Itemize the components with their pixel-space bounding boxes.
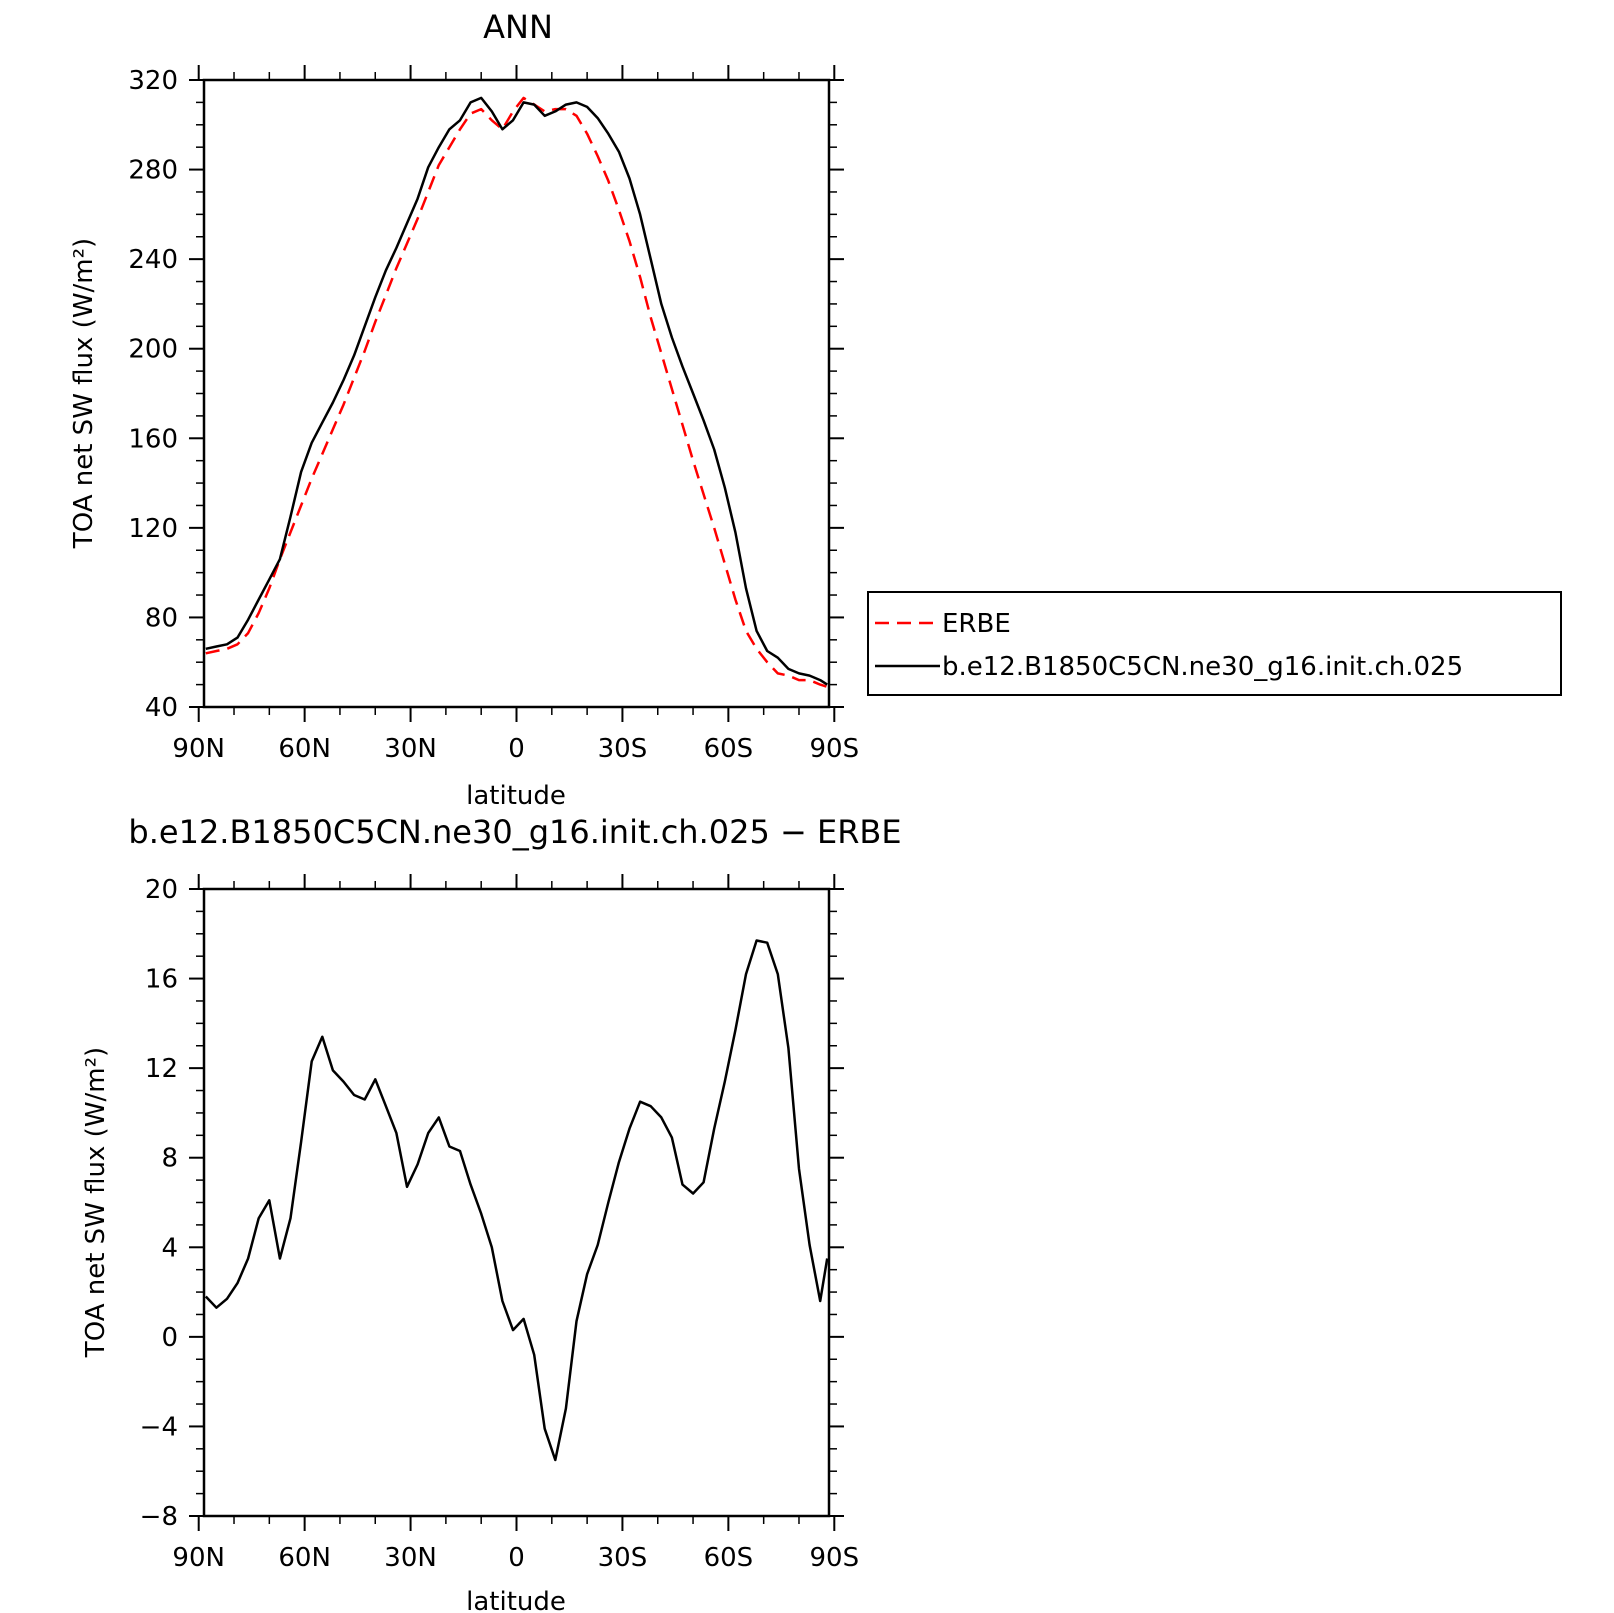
chart-bottom-plot-frame [202, 887, 831, 1518]
bottom-y-tick-labels: −8 −4 0 4 8 12 16 20 [140, 875, 178, 1532]
y-tick-label: 40 [145, 693, 178, 723]
x-tick-label: 60N [278, 734, 331, 764]
y-tick-label: 80 [145, 603, 178, 633]
bottom-series-group [204, 939, 829, 1462]
x-tick-label: 30S [598, 734, 648, 764]
y-tick-label: 240 [128, 245, 178, 275]
y-tick-label: 160 [128, 424, 178, 454]
top-x-tick-labels: 90N 60N 30N 0 30S 60S 90S [172, 734, 859, 764]
bottom-tick-marks [189, 874, 844, 1531]
y-tick-label: −4 [140, 1412, 178, 1442]
x-tick-label: 90N [172, 1543, 225, 1573]
chart-bottom: b.e12.B1850C5CN.ne30_g16.init.ch.025 − E… [81, 813, 902, 1613]
chart-bottom-x-axis-label: latitude [466, 1587, 566, 1613]
bottom-x-tick-labels: 90N 60N 30N 0 30S 60S 90S [172, 1543, 859, 1573]
x-tick-label: 0 [508, 734, 525, 764]
y-tick-label: 0 [161, 1323, 178, 1353]
x-tick-label: 60S [704, 734, 754, 764]
chart-top: ANN 90N 60N 30N 0 30S 60S 90S 40 80 120 160 200 240… [69, 8, 1562, 811]
chart-top-x-axis-label: latitude [466, 781, 566, 811]
top-tick-marks [189, 65, 844, 722]
top-y-tick-labels: 40 80 120 160 200 240 280 320 [128, 66, 178, 723]
series-line-top-0 [205, 96, 828, 688]
x-tick-label: 30S [598, 1543, 648, 1573]
x-tick-label: 30N [384, 1543, 437, 1573]
x-tick-label: 0 [508, 1543, 525, 1573]
chart-top-y-axis-label: TOA net SW flux (W/m²) [69, 238, 99, 549]
chart-bottom-y-axis-label: TOA net SW flux (W/m²) [81, 1047, 111, 1358]
top-series-group [205, 96, 828, 688]
x-tick-label: 30N [384, 734, 437, 764]
chart-top-title: ANN [483, 8, 553, 46]
y-tick-label: 4 [161, 1233, 178, 1263]
y-tick-label: 16 [145, 965, 178, 995]
y-tick-label: 20 [145, 875, 178, 905]
y-tick-label: 280 [128, 156, 178, 186]
legend-label-model: b.e12.B1850C5CN.ne30_g16.init.ch.025 [942, 652, 1463, 682]
y-tick-label: 8 [161, 1144, 178, 1174]
legend-label-erbe: ERBE [942, 609, 1011, 639]
series-line-bot-0 [204, 939, 829, 1462]
y-tick-label: 200 [128, 335, 178, 365]
legend: ERBE b.e12.B1850C5CN.ne30_g16.init.ch.02… [867, 591, 1562, 696]
chart-bottom-title: b.e12.B1850C5CN.ne30_g16.init.ch.025 − E… [128, 813, 901, 851]
y-tick-label: 12 [145, 1054, 178, 1084]
x-tick-label: 90S [809, 734, 859, 764]
series-line-top-1 [205, 96, 828, 686]
x-tick-label: 90S [809, 1543, 859, 1573]
x-tick-label: 60S [704, 1543, 754, 1573]
legend-frame [867, 591, 1562, 696]
x-tick-label: 90N [172, 734, 225, 764]
y-tick-label: 120 [128, 514, 178, 544]
y-tick-label: 320 [128, 66, 178, 96]
y-tick-label: −8 [140, 1502, 178, 1532]
chart-top-plot-frame [202, 78, 831, 709]
x-tick-label: 60N [278, 1543, 331, 1573]
